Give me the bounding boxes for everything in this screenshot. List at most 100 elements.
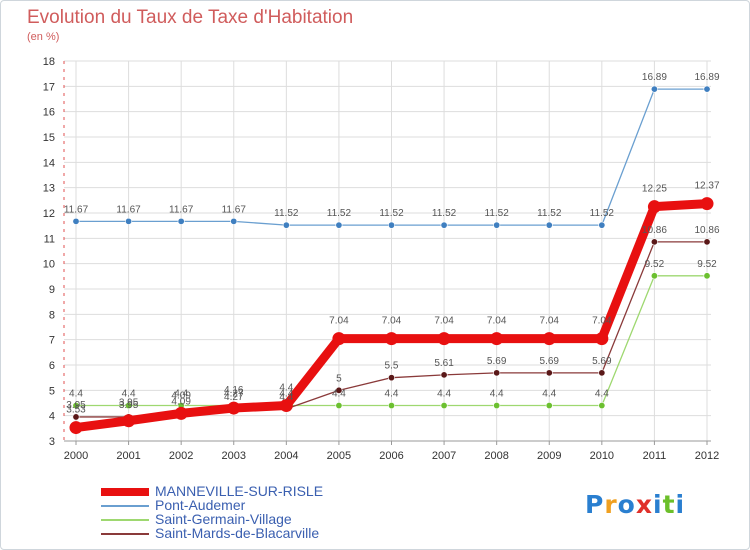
data-point bbox=[493, 402, 501, 410]
legend-swatch-manneville bbox=[101, 488, 149, 497]
data-label: 5.61 bbox=[434, 358, 454, 369]
logo-letter: P bbox=[585, 490, 605, 519]
data-label: 7.04 bbox=[540, 316, 560, 327]
data-point bbox=[385, 332, 398, 346]
y-tick-label: 13 bbox=[43, 183, 55, 195]
logo-letter: r bbox=[604, 490, 618, 519]
data-point bbox=[125, 217, 133, 225]
legend-label-pont-audemer: Pont-Audemer bbox=[155, 497, 246, 513]
x-tick-label: 2011 bbox=[643, 450, 667, 462]
data-label: 4.4 bbox=[279, 383, 293, 394]
series-layer bbox=[69, 85, 714, 435]
data-point bbox=[437, 332, 451, 346]
data-labels: 11.67 11.67 11.67 11.67 11.52 11.52 11.52 11.52… bbox=[64, 72, 720, 415]
legend-item-saint-germain: Saint-Germain-Village bbox=[101, 512, 323, 526]
y-tick-label: 16 bbox=[43, 107, 55, 119]
data-label: 11.67 bbox=[64, 204, 89, 215]
x-tick-label: 2003 bbox=[222, 450, 246, 462]
data-point bbox=[174, 406, 188, 420]
axes: 3 4 5 6 7 8 9 10 11 12 13 14 15 16 17 18 2000 2001 2002 200… bbox=[43, 56, 719, 462]
data-label: 12.37 bbox=[694, 181, 719, 192]
x-tick-label: 2012 bbox=[695, 450, 719, 462]
data-point bbox=[227, 401, 241, 415]
data-label: 11.52 bbox=[432, 208, 457, 219]
data-point bbox=[545, 402, 553, 410]
data-point bbox=[125, 402, 133, 410]
data-label: 4.4 bbox=[542, 389, 556, 400]
data-label: 4.4 bbox=[174, 389, 188, 400]
proxiti-logo: Proxiti bbox=[585, 490, 685, 519]
data-point bbox=[598, 221, 606, 229]
legend-label-saint-mards: Saint-Mards-de-Blacarville bbox=[155, 525, 320, 541]
data-label: 4.09 bbox=[171, 390, 191, 401]
data-label: 11.67 bbox=[222, 204, 247, 215]
data-label: 4.4 bbox=[122, 389, 136, 400]
grid bbox=[64, 60, 711, 441]
legend-swatch-pont-audemer bbox=[101, 505, 149, 508]
data-point bbox=[72, 413, 80, 421]
data-label: 3.53 bbox=[66, 405, 86, 416]
data-label: 4.16 bbox=[224, 385, 244, 396]
data-label: 4.27 bbox=[224, 392, 244, 403]
data-label: 5.69 bbox=[540, 356, 560, 367]
data-label: 16.89 bbox=[642, 72, 667, 83]
data-label: 7.04 bbox=[434, 316, 454, 327]
data-point bbox=[542, 332, 556, 346]
data-label: 11.52 bbox=[379, 208, 404, 219]
data-point bbox=[335, 386, 343, 394]
legend-item-manneville: MANNEVILLE-SUR-RISLE bbox=[101, 484, 323, 498]
data-label: 9.52 bbox=[697, 259, 717, 270]
data-label: 9.52 bbox=[645, 259, 665, 270]
data-label: 4.4 bbox=[332, 389, 346, 400]
data-label: 11.67 bbox=[169, 204, 194, 215]
data-label: 5.5 bbox=[385, 361, 399, 372]
data-label: 11.52 bbox=[485, 208, 510, 219]
data-label: 5.69 bbox=[592, 356, 612, 367]
data-label: 7.04 bbox=[382, 316, 402, 327]
data-label: 4.4 bbox=[279, 392, 293, 403]
data-point bbox=[595, 332, 609, 346]
y-tick-label: 15 bbox=[43, 132, 55, 144]
data-label: 11.52 bbox=[274, 208, 299, 219]
chart-title: Evolution du Taux de Taxe d'Habitation bbox=[27, 7, 354, 28]
data-point bbox=[72, 402, 80, 410]
logo-letter: o bbox=[617, 490, 636, 519]
data-point bbox=[387, 374, 395, 382]
data-point bbox=[700, 197, 714, 211]
y-tick-label: 12 bbox=[43, 208, 55, 220]
logo-letter: i bbox=[675, 490, 686, 519]
y-tick-label: 4 bbox=[49, 411, 55, 423]
data-point bbox=[703, 272, 711, 280]
y-tick-label: 5 bbox=[49, 385, 55, 397]
data-label: 10.86 bbox=[642, 225, 667, 236]
data-point bbox=[122, 414, 136, 428]
data-label: 10.86 bbox=[694, 225, 719, 236]
data-label: 3.95 bbox=[119, 400, 139, 411]
x-tick-label: 2001 bbox=[116, 450, 140, 462]
data-point bbox=[493, 369, 501, 377]
data-point bbox=[493, 221, 501, 229]
legend-label-manneville: MANNEVILLE-SUR-RISLE bbox=[155, 483, 324, 499]
y-tick-label: 8 bbox=[49, 309, 55, 321]
legend-label-saint-germain: Saint-Germain-Village bbox=[155, 511, 292, 527]
logo-letter: t bbox=[662, 490, 676, 519]
data-label: 4.4 bbox=[490, 389, 504, 400]
data-point bbox=[387, 402, 395, 410]
data-label: 4.4 bbox=[69, 389, 83, 400]
y-tick-label: 6 bbox=[49, 360, 55, 372]
data-point bbox=[598, 402, 606, 410]
data-label: 16.89 bbox=[694, 72, 719, 83]
data-label: 4.4 bbox=[279, 389, 293, 400]
data-point bbox=[177, 217, 185, 225]
data-point bbox=[335, 221, 343, 229]
data-point bbox=[335, 402, 343, 410]
y-tick-label: 14 bbox=[43, 157, 55, 169]
data-label: 7.04 bbox=[487, 316, 507, 327]
data-label: 4.4 bbox=[595, 389, 609, 400]
data-point bbox=[647, 200, 661, 214]
y-tick-label: 17 bbox=[43, 81, 55, 93]
x-tick-label: 2004 bbox=[274, 450, 298, 462]
x-tick-label: 2010 bbox=[590, 450, 614, 462]
